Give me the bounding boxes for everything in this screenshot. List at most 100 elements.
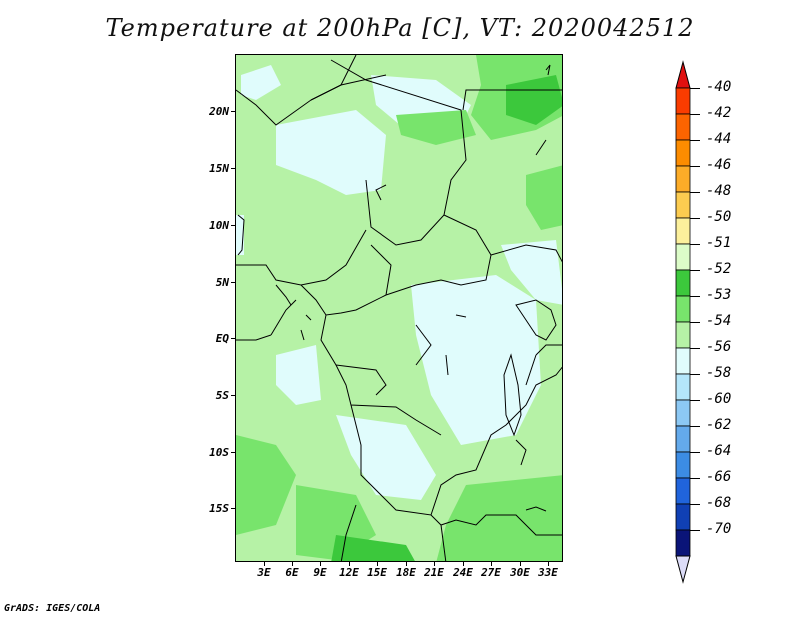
colorbar-tick [690,504,700,505]
lon-tick [292,562,293,566]
contour-region-minus54-nw [241,65,281,100]
colorbar-label: -44 [706,131,732,147]
lon-label-9e: 9E [313,566,327,579]
colorbar-label: -40 [706,79,732,95]
colorbar-swatch [675,165,691,193]
colorbar-tick [690,452,700,453]
lon-tick [377,562,378,566]
colorbar-tick [690,348,700,349]
lon-tick [264,562,265,566]
colorbar-swatch [675,347,691,375]
lon-tick [349,562,350,566]
lon-tick [434,562,435,566]
lat-tick [231,395,235,396]
contour-region-minus52-north [396,110,476,145]
colorbar-swatch [675,477,691,505]
colorbar-label: -50 [706,209,732,225]
colorbar-tick [690,530,700,531]
colorbar-swatch [675,191,691,219]
contour-region-minus54-north [276,110,386,195]
contour-region-minus54-east [501,240,562,305]
lon-tick [548,562,549,566]
lat-label-eq: EQ [215,332,229,345]
colorbar-tick [690,114,700,115]
chart-title: Temperature at 200hPa [C], VT: 202004251… [105,14,695,42]
colorbar-label: -68 [706,495,732,511]
lat-label-15n: 15N [209,162,229,175]
lat-tick [231,225,235,226]
colorbar-tick [690,426,700,427]
lon-tick [320,562,321,566]
colorbar-swatch [675,503,691,531]
colorbar-label: -51 [706,235,732,251]
lon-label-6e: 6E [285,566,299,579]
colorbar-swatch [675,399,691,427]
colorbar-label: -46 [706,157,732,173]
colorbar-swatch [675,373,691,401]
lat-tick [231,452,235,453]
lon-label-30e: 30E [510,566,530,579]
colorbar-label: -62 [706,417,732,433]
colorbar-label: -70 [706,521,732,537]
colorbar-label: -54 [706,313,732,329]
lon-label-3e: 3E [257,566,271,579]
lon-label-12e: 12E [339,566,359,579]
contour-region-minus54-south [336,415,436,500]
colorbar-tick [690,478,700,479]
lat-label-5n: 5N [215,276,229,289]
colorbar-label: -58 [706,365,732,381]
contour-region-minus54-center [411,275,541,445]
colorbar-tick [690,374,700,375]
contour-region-minus52-se-inner [331,535,415,561]
lon-tick [491,562,492,566]
colorbar-bottom-arrow [675,555,691,584]
colorbar-label: -53 [706,287,732,303]
lon-label-15e: 15E [367,566,387,579]
lon-label-27e: 27E [481,566,501,579]
contour-region-minus54-west [276,345,321,405]
colorbar-swatch [675,269,691,297]
colorbar [675,60,691,584]
lon-tick [520,562,521,566]
contour-region-minus52-ne-edge [526,165,562,230]
colorbar-top-arrow [675,60,691,89]
colorbar-swatch [675,451,691,479]
contour-region-minus52-southeast [436,475,562,561]
lon-label-21e: 21E [424,566,444,579]
colorbar-swatch [675,87,691,115]
colorbar-swatch [675,425,691,453]
colorbar-label: -48 [706,183,732,199]
colorbar-label: -56 [706,339,732,355]
lon-label-33e: 33E [538,566,558,579]
lon-tick [463,562,464,566]
colorbar-tick [690,400,700,401]
colorbar-swatch [675,529,691,557]
country-borders [236,55,562,561]
lon-tick [406,562,407,566]
grads-credit: GrADS: IGES/COLA [4,603,101,614]
colorbar-swatch [675,217,691,245]
colorbar-label: -42 [706,105,732,121]
map-panel [235,54,563,562]
colorbar-label: -64 [706,443,732,459]
colorbar-swatch [675,295,691,323]
contour-region-minus52-southwest [236,435,296,535]
colorbar-swatch [675,243,691,271]
colorbar-tick [690,296,700,297]
contour-region-minus52-northeast-inner [506,75,562,125]
colorbar-tick [690,218,700,219]
colorbar-tick [690,166,700,167]
lat-tick [231,111,235,112]
colorbar-swatch [675,139,691,167]
colorbar-tick [690,88,700,89]
colorbar-label: -60 [706,391,732,407]
contour-region-minus53-west [236,260,276,330]
lat-tick [231,508,235,509]
colorbar-tick [690,270,700,271]
lon-label-24e: 24E [453,566,473,579]
colorbar-label: -52 [706,261,732,277]
colorbar-tick [690,322,700,323]
lat-tick [231,338,235,339]
colorbar-tick [690,140,700,141]
lat-label-15s: 15S [209,502,229,515]
